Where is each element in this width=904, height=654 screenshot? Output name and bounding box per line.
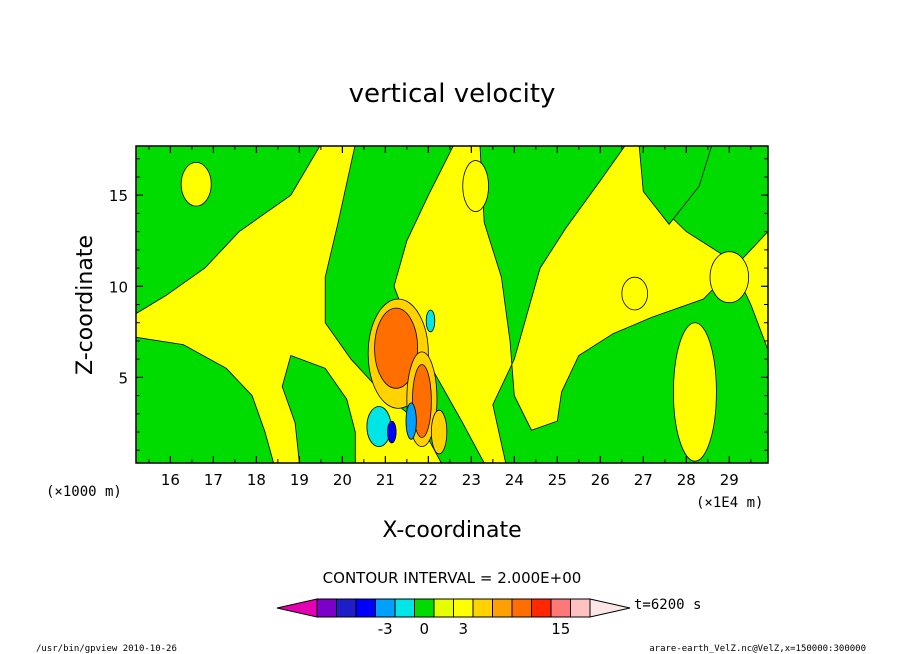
x-tick-label: 24 (505, 471, 524, 489)
x-tick-label: 18 (247, 471, 266, 489)
contour-region-positive (709, 251, 750, 304)
contour-region-negative (324, 146, 485, 463)
time-label: t=6200 s (634, 597, 701, 613)
colorbar-segment (570, 598, 591, 618)
y-axis: 5 10 15 (109, 158, 768, 451)
x-axis-label: X-coordinate (382, 518, 521, 543)
x-tick-label: 23 (462, 471, 481, 489)
x-tick-label: 17 (204, 471, 223, 489)
footer-left: /usr/bin/gpview 2010-10-26 (36, 644, 177, 654)
x-tick-label: 16 (161, 471, 180, 489)
downdraft-cell-outer (366, 406, 392, 448)
chart-title: vertical velocity (349, 79, 556, 109)
contour-region-negative (136, 336, 275, 463)
x-tick-label: 25 (548, 471, 567, 489)
colorbar-segment (550, 598, 571, 618)
colorbar-label: 0 (419, 620, 429, 638)
contour-region-negative (638, 146, 712, 225)
colorbar-segment (492, 598, 513, 618)
y-tick-label: 5 (118, 369, 128, 387)
contour-region-positive (673, 322, 717, 462)
x-axis: 16 17 18 19 20 21 22 23 24 25 26 27 28 29 (148, 146, 752, 489)
x-tick-label: 22 (419, 471, 438, 489)
downdraft-cell-core (387, 420, 397, 444)
colorbar-segment (394, 598, 415, 618)
contour-regions (136, 146, 768, 463)
colorbar-segment (355, 598, 376, 618)
contour-interval-label: CONTOUR INTERVAL = 2.000E+00 (323, 569, 582, 587)
y-tick-label: 10 (109, 278, 128, 296)
colorbar-label: 3 (458, 620, 468, 638)
colorbar-label: 15 (551, 620, 570, 638)
y-tick-label: 15 (109, 187, 128, 205)
y-axis-label: Z-coordinate (73, 235, 98, 375)
x-tick-label: 21 (376, 471, 395, 489)
colorbar-segment (336, 598, 357, 618)
colorbar-segment (375, 598, 396, 618)
contour-region-negative (281, 354, 356, 463)
x-unit-label: (×1E4 m) (696, 495, 763, 511)
colorbar-segment (511, 598, 532, 618)
y-unit-label: (×1000 m) (46, 484, 122, 500)
updraft-cell-core (374, 307, 419, 389)
x-tick-label: 29 (720, 471, 739, 489)
x-tick-label: 19 (290, 471, 309, 489)
colorbar-segment (472, 598, 493, 618)
contour-region-positive (462, 160, 489, 212)
x-tick-label: 28 (677, 471, 696, 489)
plot-area (136, 146, 768, 463)
colorbar-segment (414, 598, 435, 618)
colorbar-label: -3 (378, 620, 393, 638)
updraft-cell-core (412, 364, 432, 438)
contour-region-positive (621, 276, 649, 311)
colorbar-segment (453, 598, 474, 618)
colorbar-over-triangle (589, 598, 631, 618)
downdraft-cell (425, 309, 436, 333)
contour-region-positive (180, 161, 212, 207)
colorbar-under-triangle (276, 598, 318, 618)
x-tick-label: 20 (333, 471, 352, 489)
updraft-cell-outer (430, 409, 448, 455)
colorbar: -3 0 3 15 (276, 598, 631, 638)
x-tick-label: 27 (634, 471, 653, 489)
colorbar-segment (531, 598, 552, 618)
colorbar-segment (433, 598, 454, 618)
x-tick-label: 26 (591, 471, 610, 489)
colorbar-segment (316, 598, 337, 618)
footer-right: arare-earth_VelZ.nc@VelZ,x=150000:300000 (649, 644, 866, 654)
downdraft-cell (405, 402, 417, 440)
